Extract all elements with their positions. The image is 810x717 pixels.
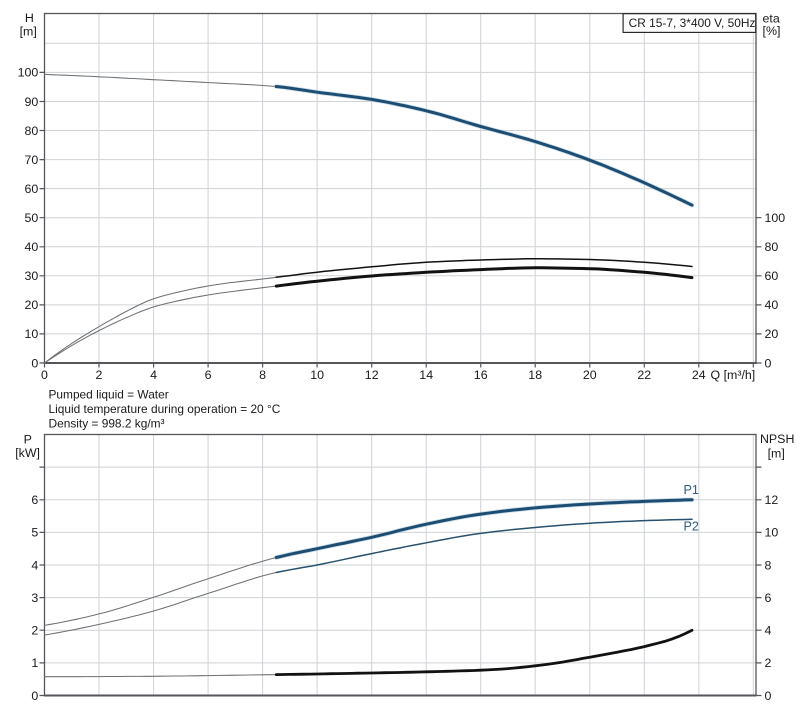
svg-text:20: 20: [25, 298, 39, 312]
svg-text:eta: eta: [763, 11, 780, 25]
svg-text:60: 60: [25, 182, 39, 196]
svg-text:80: 80: [25, 124, 39, 138]
svg-text:0: 0: [31, 356, 38, 370]
svg-text:4: 4: [765, 624, 772, 638]
svg-text:70: 70: [25, 153, 39, 167]
svg-text:16: 16: [474, 368, 488, 382]
svg-text:2: 2: [765, 656, 772, 670]
svg-text:30: 30: [25, 269, 39, 283]
svg-text:3: 3: [31, 591, 38, 605]
svg-text:2: 2: [96, 368, 103, 382]
svg-text:[kW]: [kW]: [15, 446, 40, 460]
svg-text:5: 5: [31, 526, 38, 540]
svg-text:20: 20: [765, 327, 779, 341]
svg-text:8: 8: [259, 368, 266, 382]
svg-text:H: H: [25, 11, 34, 25]
svg-text:40: 40: [765, 298, 779, 312]
svg-text:0: 0: [31, 689, 38, 703]
svg-text:6: 6: [765, 591, 772, 605]
svg-text:20: 20: [583, 368, 597, 382]
svg-text:CR 15-7, 3*400 V, 50Hz: CR 15-7, 3*400 V, 50Hz: [629, 16, 756, 30]
svg-text:Density = 998.2 kg/m³: Density = 998.2 kg/m³: [49, 417, 165, 431]
svg-text:P1: P1: [684, 483, 699, 497]
svg-text:18: 18: [528, 368, 542, 382]
svg-text:6: 6: [205, 368, 212, 382]
svg-text:0: 0: [765, 689, 772, 703]
svg-text:0: 0: [41, 368, 48, 382]
svg-text:10: 10: [765, 526, 779, 540]
svg-text:50: 50: [25, 211, 39, 225]
svg-text:Pumped liquid = Water: Pumped liquid = Water: [49, 388, 169, 402]
svg-text:8: 8: [765, 558, 772, 572]
svg-text:24: 24: [692, 368, 706, 382]
svg-text:12: 12: [765, 493, 779, 507]
svg-text:22: 22: [637, 368, 651, 382]
svg-text:10: 10: [310, 368, 324, 382]
svg-text:4: 4: [150, 368, 157, 382]
svg-text:10: 10: [25, 327, 39, 341]
svg-text:4: 4: [31, 558, 38, 572]
svg-text:[m]: [m]: [768, 446, 785, 460]
svg-text:12: 12: [365, 368, 379, 382]
svg-text:Liquid temperature during oper: Liquid temperature during operation = 20…: [49, 402, 281, 416]
svg-text:2: 2: [31, 624, 38, 638]
svg-text:0: 0: [765, 356, 772, 370]
svg-text:1: 1: [31, 656, 38, 670]
svg-text:Q [m³/h]: Q [m³/h]: [711, 368, 756, 382]
svg-text:[%]: [%]: [763, 24, 781, 38]
svg-text:40: 40: [25, 240, 39, 254]
svg-text:6: 6: [31, 493, 38, 507]
svg-text:80: 80: [765, 240, 779, 254]
svg-text:60: 60: [765, 269, 779, 283]
svg-text:NPSH: NPSH: [760, 432, 794, 446]
svg-text:100: 100: [18, 66, 39, 80]
svg-text:14: 14: [419, 368, 433, 382]
svg-text:100: 100: [765, 211, 786, 225]
svg-text:[m]: [m]: [20, 24, 37, 38]
svg-text:P2: P2: [684, 520, 699, 534]
svg-text:90: 90: [25, 95, 39, 109]
svg-text:P: P: [24, 432, 32, 446]
